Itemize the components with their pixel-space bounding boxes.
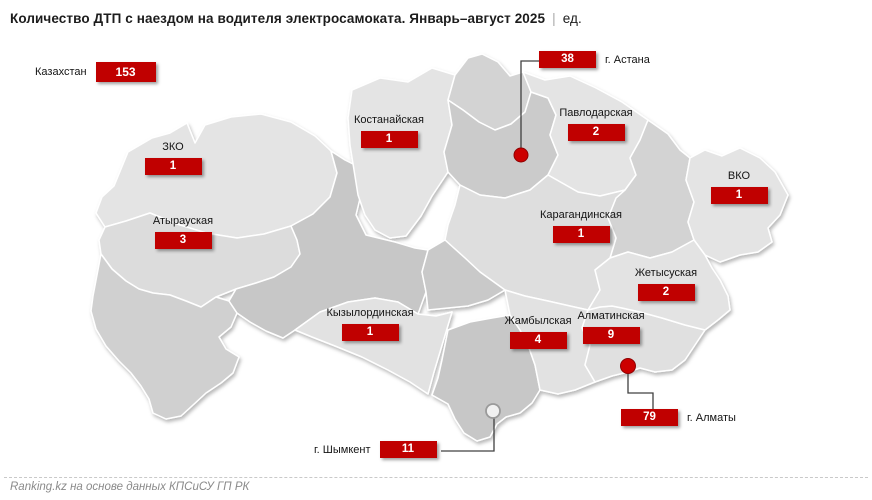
shymkent-city-marker bbox=[485, 403, 501, 419]
callout-vko: ВКО 1 bbox=[697, 169, 781, 204]
region-label: г. Алматы bbox=[687, 411, 736, 424]
value-badge: 3 bbox=[154, 232, 212, 249]
callout-karaganda: Карагандинская 1 bbox=[524, 208, 638, 243]
region-label: ЗКО bbox=[162, 141, 184, 153]
region-label: Жетысуская bbox=[634, 267, 698, 279]
callout-kyzylorda: Кызылординская 1 bbox=[312, 306, 428, 341]
region-label: г. Шымкент bbox=[314, 443, 371, 456]
chart-title-text: Количество ДТП с наездом на водителя эле… bbox=[10, 11, 546, 26]
callout-kazakhstan-total: Казахстан 153 bbox=[35, 62, 156, 82]
region-label: Алматинская bbox=[577, 310, 645, 322]
callout-shymkent: г. Шымкент 11 bbox=[314, 441, 437, 458]
chart-title: Количество ДТП с наездом на водителя эле… bbox=[10, 11, 582, 26]
value-badge: 38 bbox=[539, 51, 596, 68]
callout-almaty: 79 г. Алматы bbox=[621, 409, 736, 426]
value-badge: 1 bbox=[341, 324, 399, 341]
region-vko bbox=[685, 147, 789, 263]
callout-zko: ЗКО 1 bbox=[131, 140, 215, 175]
region-label: Павлодарская bbox=[559, 107, 633, 119]
shymkent-leader-line bbox=[441, 417, 495, 452]
value-badge: 2 bbox=[637, 284, 695, 301]
value-badge: 153 bbox=[95, 62, 156, 82]
region-label: Кызылординская bbox=[326, 307, 414, 319]
astana-leader-line bbox=[520, 60, 540, 155]
region-label: Казахстан bbox=[35, 66, 87, 78]
astana-city-marker bbox=[513, 147, 529, 163]
footer-divider bbox=[4, 477, 868, 478]
value-badge: 1 bbox=[360, 131, 418, 148]
region-label: Атырауская bbox=[152, 215, 214, 227]
value-badge: 79 bbox=[621, 409, 678, 426]
value-badge: 1 bbox=[710, 187, 768, 204]
callout-atyrau: Атырауская 3 bbox=[141, 214, 225, 249]
callout-astana: 38 г. Астана bbox=[539, 51, 650, 68]
region-label: Жамбылская bbox=[504, 315, 572, 327]
callout-kostanay: Костанайская 1 bbox=[337, 113, 441, 148]
value-badge: 2 bbox=[567, 124, 625, 141]
region-label: Карагандинская bbox=[540, 209, 622, 221]
region-mangystau bbox=[90, 253, 240, 420]
value-badge: 1 bbox=[552, 226, 610, 243]
region-label: ВКО bbox=[727, 170, 751, 182]
callout-zhetysu: Жетысуская 2 bbox=[614, 266, 718, 301]
almaty-city-marker bbox=[620, 358, 636, 374]
source-attribution: Ranking.kz на основе данных КПСиСУ ГП РК bbox=[10, 481, 250, 493]
region-ulytau bbox=[421, 239, 506, 311]
region-kyzylorda bbox=[294, 297, 453, 395]
callout-almaty-oblast: Алматинская 9 bbox=[559, 309, 663, 344]
value-badge: 4 bbox=[509, 332, 567, 349]
value-badge: 1 bbox=[144, 158, 202, 175]
value-badge: 9 bbox=[582, 327, 640, 344]
region-label: Костанайская bbox=[353, 114, 425, 126]
chart-unit-label: ед. bbox=[562, 11, 582, 26]
callout-pavlodar: Павлодарская 2 bbox=[544, 106, 648, 141]
region-kostanay bbox=[347, 67, 456, 239]
callout-zhambyl: Жамбылская 4 bbox=[486, 314, 590, 349]
region-label: г. Астана bbox=[605, 53, 650, 66]
value-badge: 11 bbox=[379, 441, 437, 458]
title-separator: | bbox=[552, 11, 556, 26]
almaty-leader-line bbox=[627, 367, 654, 410]
